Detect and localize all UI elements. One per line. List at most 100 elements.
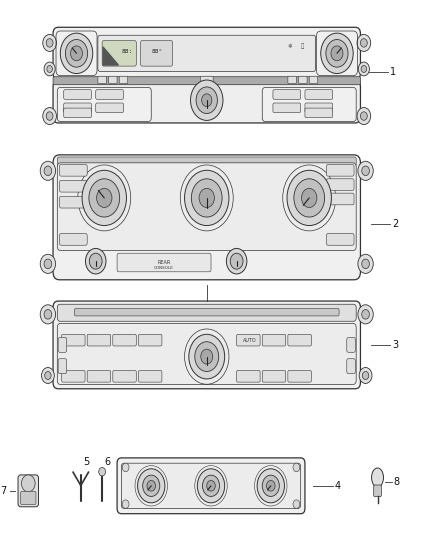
Text: 88:: 88: xyxy=(121,49,133,54)
Circle shape xyxy=(191,179,222,217)
FancyBboxPatch shape xyxy=(98,76,106,84)
Circle shape xyxy=(360,112,367,120)
Circle shape xyxy=(198,469,225,503)
Circle shape xyxy=(262,475,279,496)
FancyBboxPatch shape xyxy=(374,485,381,497)
Text: 6: 6 xyxy=(104,457,110,466)
Circle shape xyxy=(82,170,127,225)
FancyBboxPatch shape xyxy=(117,458,305,514)
Text: ⛊: ⛊ xyxy=(301,43,304,49)
Circle shape xyxy=(44,310,52,319)
Circle shape xyxy=(99,467,106,476)
Circle shape xyxy=(46,39,53,47)
FancyBboxPatch shape xyxy=(57,324,356,384)
Circle shape xyxy=(266,480,275,491)
FancyBboxPatch shape xyxy=(87,370,111,382)
FancyBboxPatch shape xyxy=(87,334,111,346)
Circle shape xyxy=(196,87,217,114)
Circle shape xyxy=(40,305,56,324)
FancyBboxPatch shape xyxy=(53,155,360,280)
Circle shape xyxy=(184,170,229,225)
Circle shape xyxy=(122,463,129,472)
Text: REAR: REAR xyxy=(157,260,171,265)
Circle shape xyxy=(46,112,53,120)
FancyBboxPatch shape xyxy=(200,76,213,84)
Circle shape xyxy=(199,188,215,207)
FancyBboxPatch shape xyxy=(141,41,173,66)
Circle shape xyxy=(287,170,332,225)
FancyBboxPatch shape xyxy=(262,334,286,346)
FancyBboxPatch shape xyxy=(138,334,162,346)
FancyBboxPatch shape xyxy=(119,76,128,84)
FancyBboxPatch shape xyxy=(273,103,300,112)
Circle shape xyxy=(44,62,55,76)
Circle shape xyxy=(359,368,372,383)
Circle shape xyxy=(202,475,219,496)
Circle shape xyxy=(360,39,367,47)
FancyBboxPatch shape xyxy=(60,180,87,192)
Circle shape xyxy=(65,39,88,67)
FancyBboxPatch shape xyxy=(326,193,354,205)
Circle shape xyxy=(43,108,57,125)
FancyBboxPatch shape xyxy=(57,304,356,321)
FancyBboxPatch shape xyxy=(237,370,260,382)
Circle shape xyxy=(362,310,369,319)
Circle shape xyxy=(147,480,155,491)
Circle shape xyxy=(44,166,52,175)
Circle shape xyxy=(44,259,52,269)
FancyBboxPatch shape xyxy=(60,165,87,176)
Circle shape xyxy=(257,469,284,503)
FancyBboxPatch shape xyxy=(237,334,260,346)
Circle shape xyxy=(97,188,112,207)
Circle shape xyxy=(40,254,56,273)
Circle shape xyxy=(207,480,215,491)
FancyBboxPatch shape xyxy=(309,76,318,84)
FancyBboxPatch shape xyxy=(74,309,339,316)
Text: 1: 1 xyxy=(390,67,396,77)
Circle shape xyxy=(358,161,373,180)
FancyBboxPatch shape xyxy=(62,370,85,382)
Text: 88°: 88° xyxy=(151,49,162,54)
FancyBboxPatch shape xyxy=(18,475,39,507)
FancyBboxPatch shape xyxy=(117,253,211,272)
Circle shape xyxy=(226,248,247,274)
FancyBboxPatch shape xyxy=(326,233,354,245)
Circle shape xyxy=(357,35,371,51)
Ellipse shape xyxy=(371,468,384,487)
Circle shape xyxy=(358,254,373,273)
Circle shape xyxy=(294,179,325,217)
FancyBboxPatch shape xyxy=(64,90,92,99)
FancyBboxPatch shape xyxy=(102,41,136,66)
Circle shape xyxy=(326,39,348,67)
Circle shape xyxy=(143,475,160,496)
FancyBboxPatch shape xyxy=(288,76,297,84)
FancyBboxPatch shape xyxy=(138,370,162,382)
FancyBboxPatch shape xyxy=(109,76,117,84)
Circle shape xyxy=(362,259,369,269)
FancyBboxPatch shape xyxy=(21,491,36,505)
Circle shape xyxy=(358,62,369,76)
Circle shape xyxy=(21,475,35,492)
Circle shape xyxy=(43,35,57,51)
FancyBboxPatch shape xyxy=(305,108,333,118)
Circle shape xyxy=(230,253,243,269)
FancyBboxPatch shape xyxy=(347,359,355,374)
FancyBboxPatch shape xyxy=(57,163,356,251)
Circle shape xyxy=(189,334,225,379)
FancyBboxPatch shape xyxy=(273,90,300,99)
Circle shape xyxy=(89,253,102,269)
Circle shape xyxy=(201,94,212,107)
Text: 4: 4 xyxy=(335,481,341,491)
Circle shape xyxy=(191,80,223,120)
Circle shape xyxy=(331,46,343,61)
FancyBboxPatch shape xyxy=(96,90,124,99)
FancyBboxPatch shape xyxy=(60,196,87,208)
FancyBboxPatch shape xyxy=(96,103,124,112)
FancyBboxPatch shape xyxy=(288,370,311,382)
FancyBboxPatch shape xyxy=(262,370,286,382)
FancyBboxPatch shape xyxy=(53,80,360,123)
Circle shape xyxy=(362,166,369,175)
Polygon shape xyxy=(103,47,118,65)
Text: 3: 3 xyxy=(392,340,399,350)
Circle shape xyxy=(293,463,300,472)
